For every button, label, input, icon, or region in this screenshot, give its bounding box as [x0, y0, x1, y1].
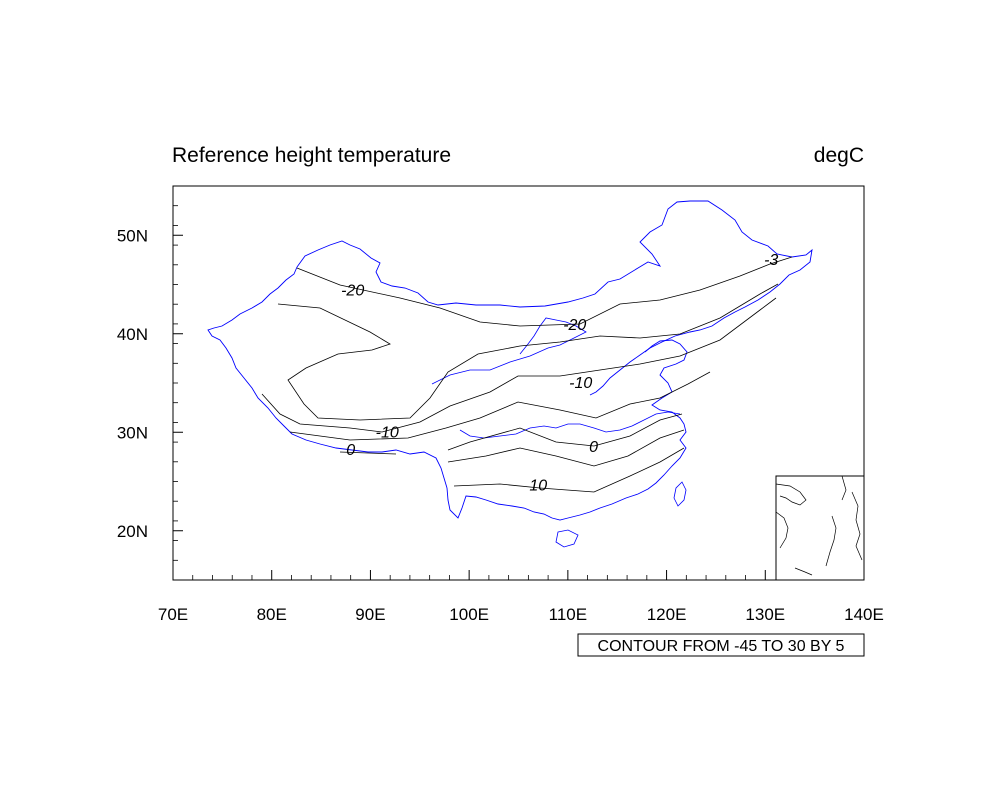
inset-map: [775, 475, 865, 581]
x-tick-label: 130E: [745, 605, 785, 624]
x-tick-label: 100E: [449, 605, 489, 624]
y-tick-label: 40N: [117, 325, 148, 344]
contour-value-label: 0: [589, 439, 598, 456]
contour-line: [447, 429, 685, 467]
contour-info-box: [577, 633, 865, 657]
coastline-layer: [207, 200, 813, 548]
contour-value-label: -3: [764, 252, 778, 269]
x-tick-label: 120E: [647, 605, 687, 624]
y-tick-label: 50N: [117, 226, 148, 245]
contour-layer: [261, 256, 793, 493]
inset-frame: [775, 475, 865, 581]
contour-value-label: -20: [563, 317, 586, 334]
inset-coastline: [775, 511, 789, 549]
contour-line: [296, 256, 793, 327]
x-tick-label: 80E: [257, 605, 287, 624]
contour-line: [453, 447, 685, 493]
inset-coastline: [841, 475, 847, 501]
contour-labels: -20 -20 -10 -10 0 0 10 -3: [341, 252, 778, 495]
contour-line: [261, 297, 777, 433]
map-frame: [172, 185, 865, 581]
contour-line: [289, 371, 711, 441]
inset-coastline: [851, 491, 863, 561]
x-tick-label: 110E: [549, 605, 587, 624]
contour-value-label: 10: [529, 477, 547, 494]
x-tick-label: 70E: [158, 605, 188, 624]
yellow-river: [431, 317, 587, 385]
contour-value-label: -10: [376, 424, 399, 441]
coast-south: [446, 487, 553, 519]
coast-east: [551, 339, 688, 521]
x-tick-label: 140E: [844, 605, 884, 624]
inset-coastline: [775, 483, 807, 506]
x-tick-label: 90E: [355, 605, 385, 624]
yangtze-river: [459, 411, 681, 439]
contour-info-label: CONTOUR FROM -45 TO 30 BY 5: [598, 638, 845, 655]
contour-value-label: 0: [346, 442, 355, 459]
inset-coastline: [825, 515, 837, 567]
taiwan-island: [673, 481, 687, 507]
contour-line: [277, 283, 779, 421]
units-label: degC: [814, 144, 864, 167]
y-axis: 20N 30N 40N 50N: [117, 185, 183, 581]
y-tick-label: 30N: [117, 423, 148, 442]
y-tick-label: 20N: [117, 522, 148, 541]
contour-value-label: -20: [341, 282, 364, 299]
hainan-island: [555, 529, 579, 548]
inset-coastline: [794, 567, 813, 576]
southwest-border: [207, 266, 448, 489]
contour-line: [339, 413, 683, 455]
china-border-outline: [296, 200, 813, 396]
plot-title: Reference height temperature: [172, 144, 451, 167]
contour-value-label: -10: [569, 375, 592, 392]
x-axis: 70E 80E 90E 100E 110E 120E 130E 140E: [158, 570, 884, 624]
